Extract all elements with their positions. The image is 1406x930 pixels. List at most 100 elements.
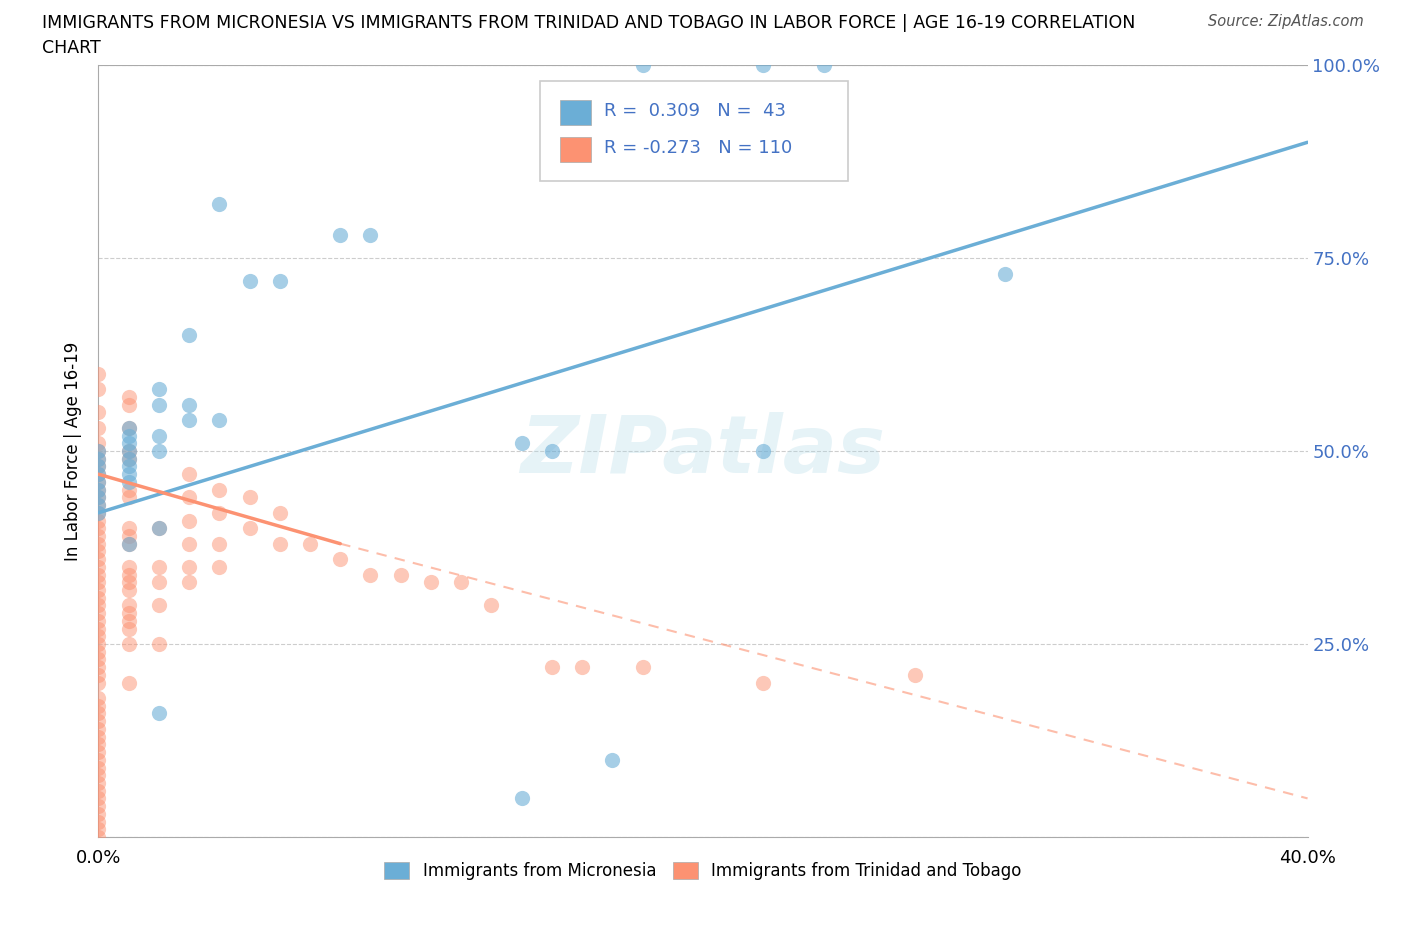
Point: [179, 490, 201, 505]
Point: [87, 436, 110, 451]
Point: [87, 474, 110, 489]
Point: [329, 228, 352, 243]
Point: [87, 745, 110, 760]
Point: [118, 528, 141, 543]
Point: [87, 691, 110, 706]
Point: [87, 614, 110, 629]
Point: [148, 559, 170, 574]
Point: [148, 521, 170, 536]
Point: [571, 659, 593, 674]
Point: [208, 537, 231, 551]
Point: [269, 537, 291, 551]
Point: [87, 776, 110, 790]
Point: [87, 822, 110, 837]
Point: [118, 490, 141, 505]
Point: [87, 444, 110, 458]
Point: [752, 444, 775, 458]
Point: [118, 621, 141, 636]
Point: [179, 537, 201, 551]
Point: [87, 760, 110, 775]
Point: [87, 598, 110, 613]
Point: [299, 537, 322, 551]
Point: [87, 659, 110, 674]
Point: [179, 513, 201, 528]
Point: [118, 521, 141, 536]
Point: [118, 436, 141, 451]
Point: [602, 752, 624, 767]
Text: R =  0.309   N =  43: R = 0.309 N = 43: [603, 101, 786, 120]
Point: [179, 559, 201, 574]
Point: [179, 413, 201, 428]
Point: [360, 228, 382, 243]
Point: [208, 413, 231, 428]
Point: [87, 513, 110, 528]
Point: [87, 814, 110, 829]
Point: [87, 806, 110, 821]
Point: [148, 397, 170, 412]
Point: [450, 575, 472, 590]
Point: [87, 591, 110, 605]
Point: [87, 490, 110, 505]
Point: [510, 790, 533, 805]
Point: [118, 420, 141, 435]
Point: [87, 482, 110, 497]
Point: [118, 482, 141, 497]
Point: [87, 366, 110, 381]
Point: [87, 706, 110, 721]
Point: [148, 575, 170, 590]
Point: [148, 598, 170, 613]
Text: R = -0.273   N = 110: R = -0.273 N = 110: [603, 139, 792, 156]
Point: [179, 575, 201, 590]
Point: [87, 521, 110, 536]
Point: [148, 444, 170, 458]
Point: [148, 382, 170, 397]
Point: [420, 575, 443, 590]
Point: [179, 467, 201, 482]
Point: [87, 729, 110, 744]
Point: [87, 567, 110, 582]
Point: [118, 451, 141, 466]
Point: [540, 659, 562, 674]
Point: [87, 790, 110, 805]
Point: [87, 582, 110, 597]
Point: [87, 768, 110, 783]
Point: [87, 668, 110, 683]
Point: [118, 459, 141, 474]
Point: [118, 444, 141, 458]
Point: [87, 474, 110, 489]
Point: [87, 544, 110, 559]
Point: [118, 559, 141, 574]
Point: [208, 482, 231, 497]
Point: [118, 397, 141, 412]
Point: [813, 58, 835, 73]
Text: ZIPatlas: ZIPatlas: [520, 412, 886, 490]
Point: [239, 490, 262, 505]
Point: [148, 521, 170, 536]
Point: [481, 598, 503, 613]
Text: CHART: CHART: [42, 39, 101, 57]
Point: [118, 390, 141, 405]
Point: [87, 498, 110, 512]
Point: [87, 644, 110, 659]
Point: [87, 537, 110, 551]
Point: [118, 598, 141, 613]
Point: [87, 451, 110, 466]
Point: [118, 637, 141, 652]
Point: [87, 652, 110, 667]
Point: [540, 444, 562, 458]
Point: [631, 659, 654, 674]
Point: [118, 420, 141, 435]
Point: [389, 567, 412, 582]
Point: [87, 830, 110, 844]
Point: [87, 637, 110, 652]
Point: [179, 397, 201, 412]
Point: [118, 605, 141, 620]
Bar: [561, 137, 591, 162]
Point: [239, 273, 262, 288]
Point: [87, 752, 110, 767]
Point: [118, 444, 141, 458]
Point: [118, 675, 141, 690]
Point: [118, 474, 141, 489]
Legend: Immigrants from Micronesia, Immigrants from Trinidad and Tobago: Immigrants from Micronesia, Immigrants f…: [378, 855, 1028, 886]
Point: [87, 722, 110, 737]
